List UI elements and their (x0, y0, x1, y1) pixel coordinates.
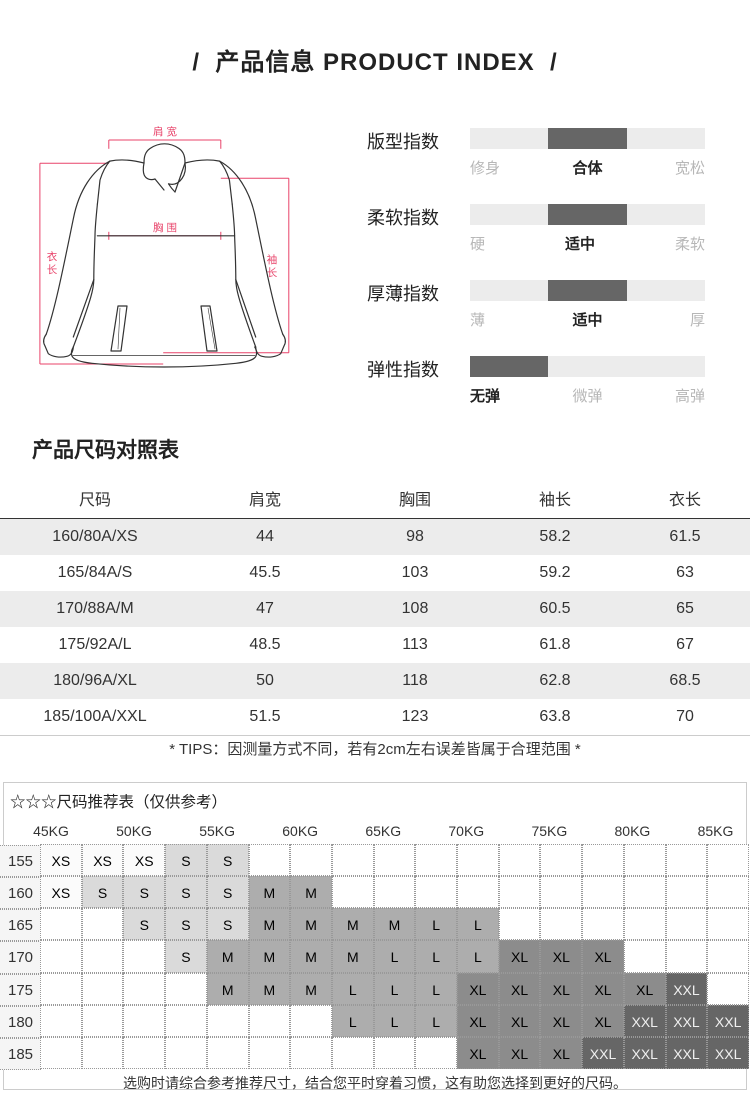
svg-text:袖: 袖 (267, 253, 278, 266)
svg-text:长: 长 (47, 264, 58, 276)
svg-text:胸 围: 胸 围 (153, 221, 177, 234)
svg-text:肩 宽: 肩 宽 (153, 125, 177, 138)
svg-text:衣: 衣 (47, 250, 58, 263)
